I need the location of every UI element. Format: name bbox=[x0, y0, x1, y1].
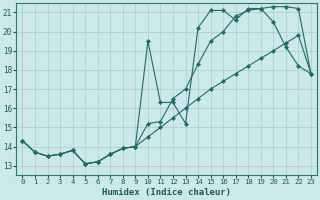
X-axis label: Humidex (Indice chaleur): Humidex (Indice chaleur) bbox=[102, 188, 231, 197]
